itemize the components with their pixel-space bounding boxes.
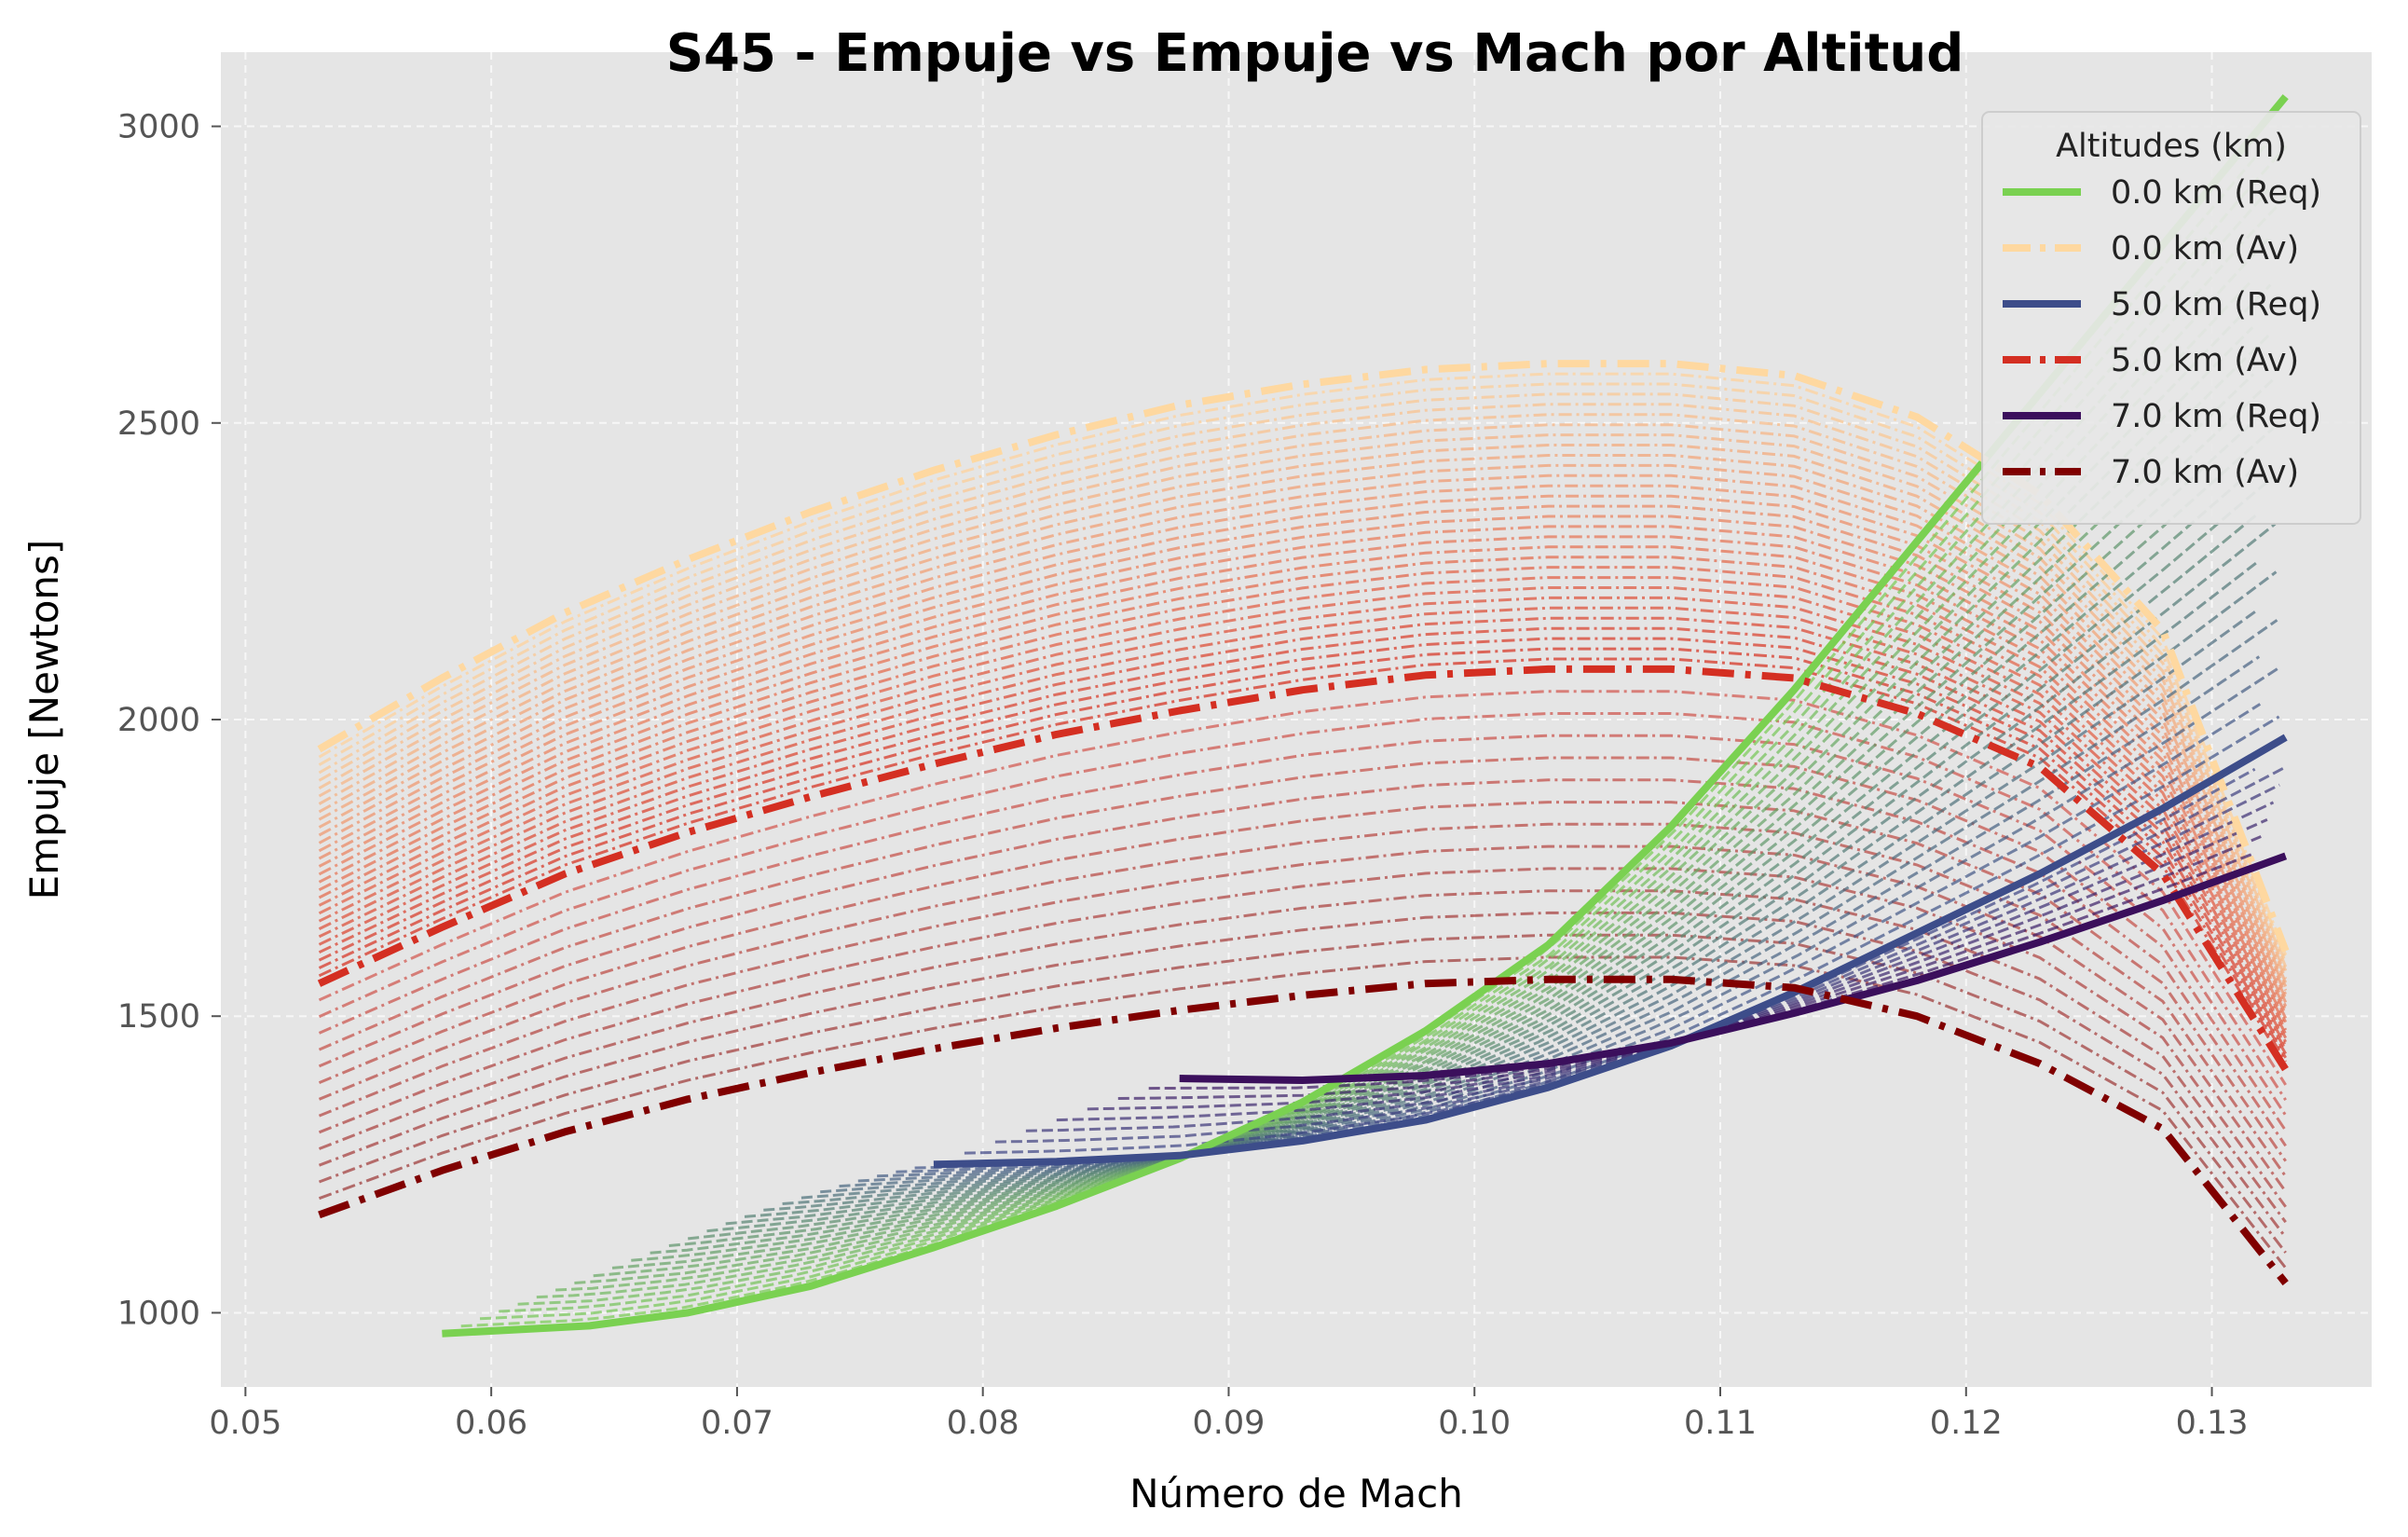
intermediate-req-curve bbox=[688, 427, 2275, 1241]
grid-lines bbox=[221, 52, 2372, 1387]
intermediate-req-curve bbox=[460, 142, 2269, 1328]
legend: Altitudes (km) 0.0 km (Req) 0.0 km (Av) 5.… bbox=[1981, 111, 2361, 525]
intermediate-av-curve bbox=[318, 606, 2288, 1047]
intermediate-av-curve bbox=[318, 616, 2288, 1051]
legend-item: 0.0 km (Av) bbox=[2003, 230, 2299, 268]
intermediate-req-curve bbox=[744, 514, 2258, 1218]
intermediate-av-curve bbox=[318, 463, 2288, 992]
y-axis-label: Empuje [Newtons] bbox=[21, 540, 67, 900]
x-axis-label: Número de Mach bbox=[1129, 1471, 1463, 1516]
intermediate-av-curve bbox=[318, 423, 2288, 976]
x-tick-label: 0.10 bbox=[1438, 1405, 1511, 1442]
intermediate-av-curve bbox=[318, 504, 2288, 1008]
legend-item: 5.0 km (Av) bbox=[2003, 342, 2299, 379]
intermediate-altitude-curves bbox=[318, 142, 2289, 1328]
intermediate-av-curve bbox=[318, 484, 2288, 999]
intermediate-req-curve bbox=[820, 608, 2260, 1194]
legend-label: 5.0 km (Req) bbox=[2111, 286, 2321, 323]
intermediate-av-curve bbox=[318, 844, 2287, 1193]
intermediate-av-curve bbox=[318, 712, 2287, 1102]
intermediate-av-curve bbox=[318, 576, 2288, 1035]
intermediate-av-curve bbox=[318, 454, 2288, 987]
intermediate-req-curve bbox=[574, 283, 2272, 1284]
legend-label: 7.0 km (Av) bbox=[2111, 454, 2299, 491]
intermediate-req-curve bbox=[706, 466, 2257, 1233]
y-tick-label: 2500 bbox=[117, 405, 200, 443]
series-line-4 bbox=[1179, 852, 2288, 1084]
intermediate-req-curve bbox=[650, 378, 2274, 1255]
intermediate-av-curve bbox=[318, 626, 2287, 1055]
x-tick-label: 0.11 bbox=[1684, 1405, 1757, 1442]
intermediate-av-curve bbox=[318, 545, 2288, 1023]
x-tick-label: 0.08 bbox=[947, 1405, 1019, 1442]
intermediate-av-curve bbox=[318, 657, 2287, 1067]
x-tick-label: 0.07 bbox=[701, 1405, 773, 1442]
x-tick-label: 0.13 bbox=[2176, 1405, 2249, 1442]
intermediate-av-curve bbox=[318, 955, 2287, 1269]
intermediate-req-curve bbox=[499, 188, 2270, 1313]
series-line-3 bbox=[317, 665, 2290, 1072]
legend-item: 0.0 km (Req) bbox=[2003, 174, 2321, 212]
y-axis-ticks: 1000 1500 2000 2500 3000 bbox=[117, 109, 221, 1332]
intermediate-req-curve bbox=[555, 280, 2253, 1292]
intermediate-av-curve bbox=[318, 734, 2287, 1117]
intermediate-req-curve bbox=[611, 331, 2273, 1269]
legend-item: 7.0 km (Req) bbox=[2003, 398, 2321, 435]
y-tick-label: 3000 bbox=[117, 109, 200, 146]
intermediate-req-curve bbox=[593, 326, 2254, 1278]
series-lines bbox=[317, 94, 2290, 1338]
intermediate-av-curve bbox=[318, 444, 2288, 983]
intermediate-req-curve bbox=[631, 373, 2255, 1262]
intermediate-av-curve bbox=[318, 911, 2287, 1239]
series-line-2 bbox=[933, 734, 2288, 1169]
intermediate-av-curve bbox=[318, 525, 2288, 1015]
intermediate-av-curve bbox=[318, 392, 2288, 964]
legend-label: 0.0 km (Av) bbox=[2111, 230, 2299, 268]
intermediate-av-curve bbox=[318, 933, 2287, 1254]
legend-label: 7.0 km (Req) bbox=[2111, 398, 2321, 435]
chart-title: S45 - Empuje vs Empuje vs Mach por Altit… bbox=[666, 23, 1964, 84]
x-tick-label: 0.05 bbox=[209, 1405, 281, 1442]
series-line-5 bbox=[318, 975, 2289, 1286]
intermediate-av-curve bbox=[318, 556, 2288, 1027]
legend-label: 0.0 km (Req) bbox=[2111, 174, 2321, 212]
x-tick-label: 0.09 bbox=[1192, 1405, 1265, 1442]
legend-box bbox=[1981, 111, 2361, 525]
legend-item: 5.0 km (Req) bbox=[2003, 286, 2321, 323]
intermediate-av-curve bbox=[318, 515, 2288, 1011]
intermediate-req-curve bbox=[668, 419, 2256, 1247]
x-tick-label: 0.12 bbox=[1930, 1405, 2003, 1442]
intermediate-req-curve bbox=[839, 619, 2278, 1188]
y-tick-label: 2000 bbox=[117, 702, 200, 739]
series-line-1 bbox=[317, 360, 2290, 953]
intermediate-av-curve bbox=[318, 566, 2288, 1031]
intermediate-av-curve bbox=[318, 473, 2288, 995]
y-tick-label: 1500 bbox=[117, 998, 200, 1036]
intermediate-av-curve bbox=[318, 867, 2287, 1208]
series-line-0 bbox=[442, 94, 2289, 1338]
legend-label: 5.0 km (Av) bbox=[2111, 342, 2299, 379]
intermediate-av-curve bbox=[318, 778, 2287, 1147]
legend-item: 7.0 km (Av) bbox=[2003, 454, 2299, 491]
x-tick-label: 0.06 bbox=[455, 1405, 527, 1442]
intermediate-req-curve bbox=[782, 560, 2259, 1205]
legend-title: Altitudes (km) bbox=[2056, 128, 2287, 165]
intermediate-av-curve bbox=[318, 756, 2287, 1132]
intermediate-req-curve bbox=[725, 474, 2276, 1226]
intermediate-av-curve bbox=[318, 403, 2288, 967]
intermediate-av-curve bbox=[318, 596, 2288, 1043]
intermediate-req-curve bbox=[800, 570, 2278, 1200]
intermediate-av-curve bbox=[318, 535, 2288, 1019]
intermediate-av-curve bbox=[318, 494, 2288, 1004]
intermediate-req-curve bbox=[536, 236, 2271, 1299]
intermediate-av-curve bbox=[318, 647, 2287, 1063]
intermediate-req-curve bbox=[1056, 801, 2275, 1122]
intermediate-req-curve bbox=[763, 522, 2277, 1212]
y-tick-label: 1000 bbox=[117, 1295, 200, 1332]
intermediate-av-curve bbox=[318, 372, 2288, 956]
x-axis-ticks: 0.05 0.06 0.07 0.08 0.09 0.10 0.11 0.12 0.13 bbox=[209, 1387, 2249, 1442]
